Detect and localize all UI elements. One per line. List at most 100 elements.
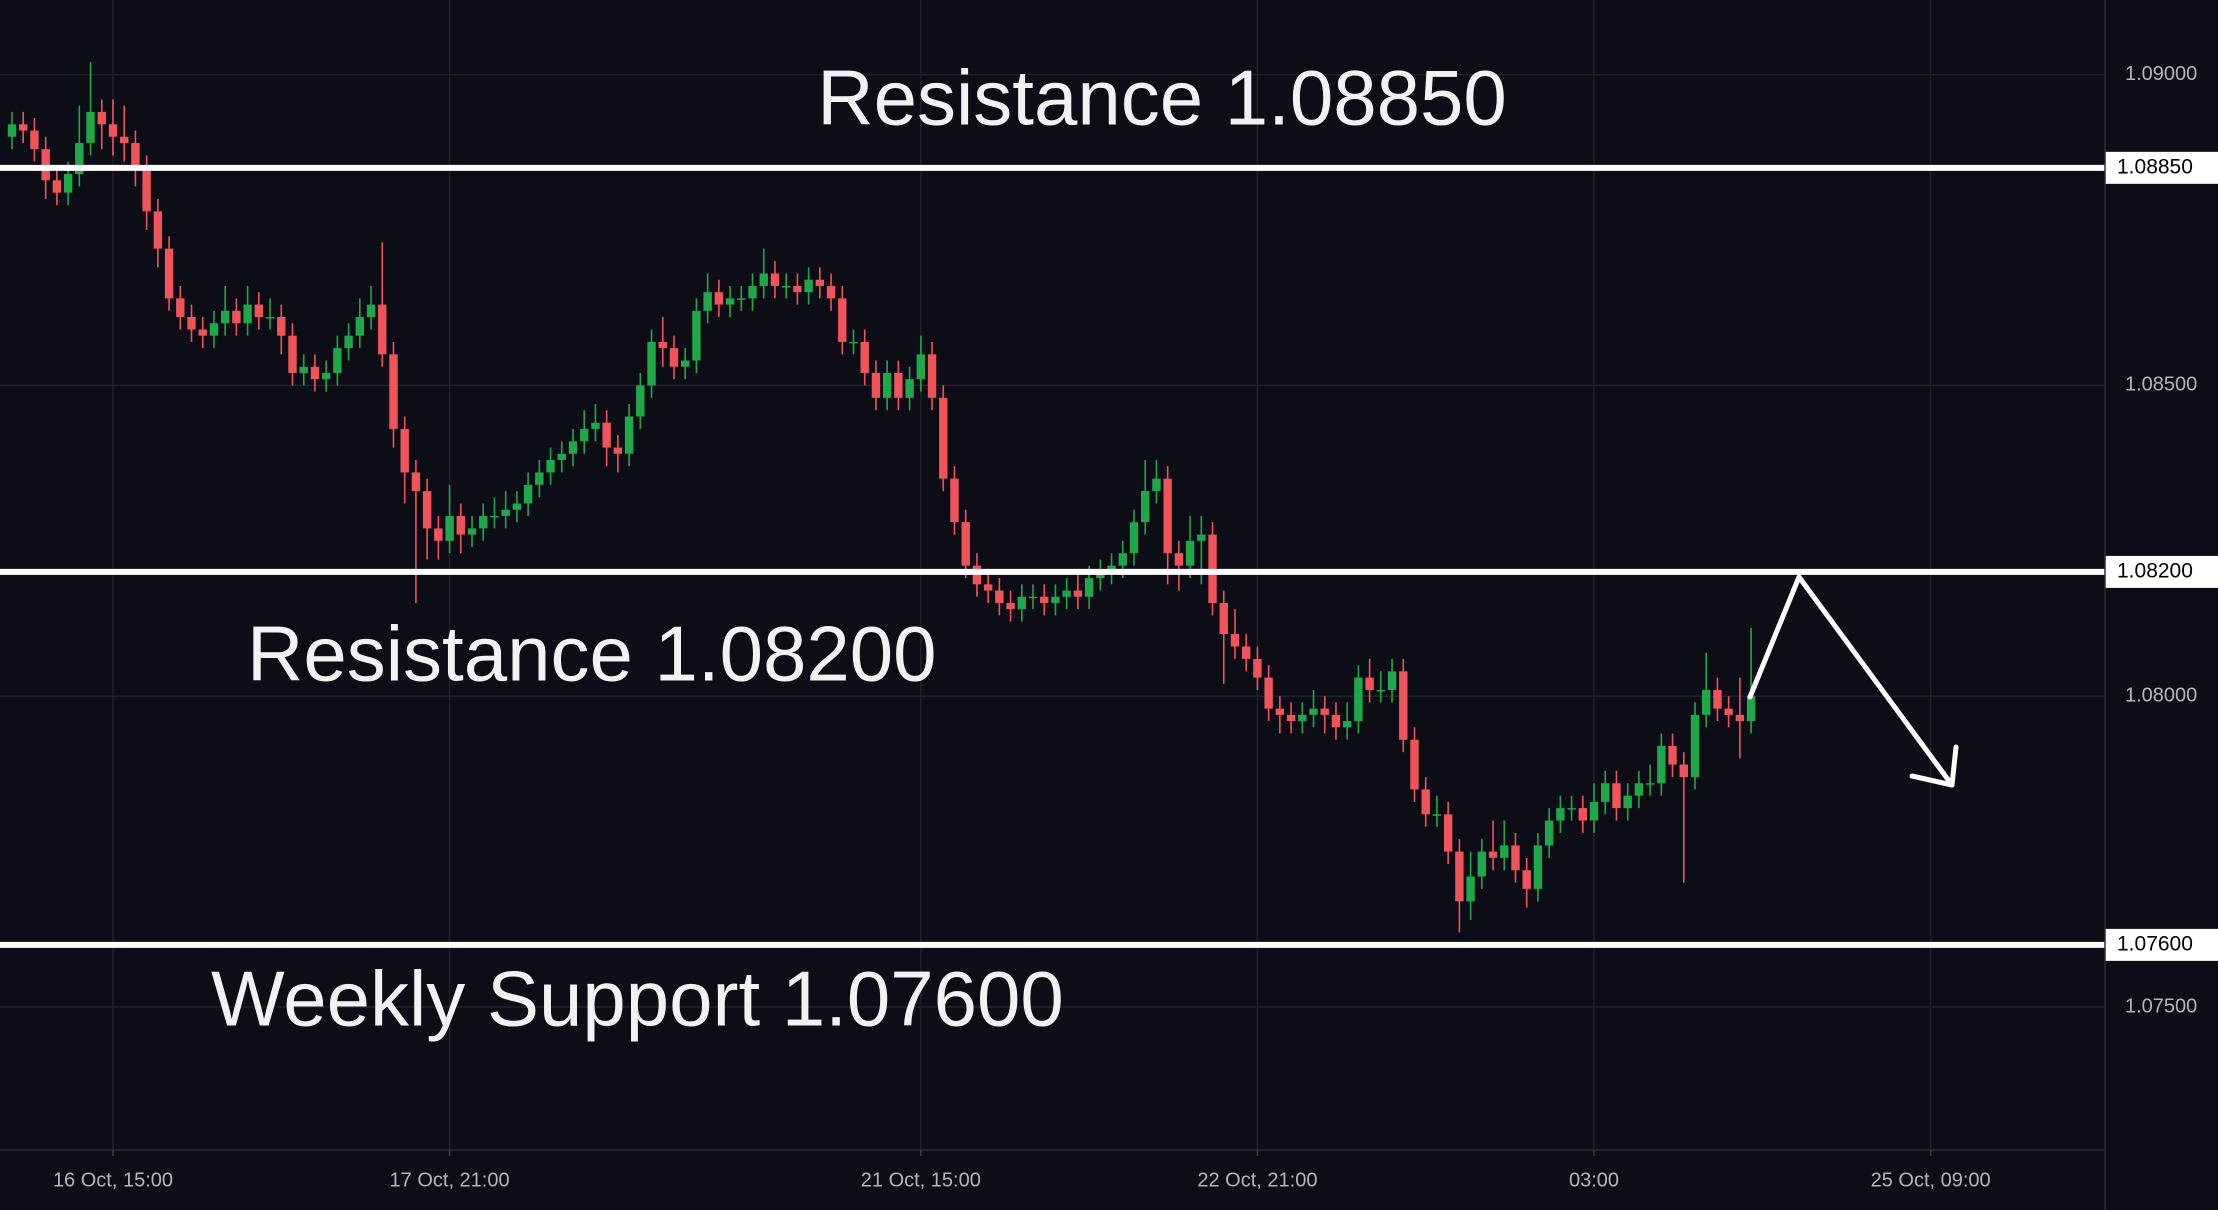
- level-price-box: [2105, 151, 2218, 184]
- candle-body: [1410, 739, 1419, 790]
- candle-body: [658, 341, 667, 349]
- candle-body: [1466, 876, 1475, 902]
- candles: [7, 62, 1756, 933]
- candle-body: [1455, 851, 1464, 902]
- candle-body: [535, 472, 544, 485]
- candle-body: [97, 111, 106, 125]
- candle-body: [737, 298, 746, 300]
- candle-body: [1623, 795, 1632, 809]
- candle-body: [1376, 690, 1386, 692]
- candle-body: [30, 130, 39, 150]
- candle-body: [624, 416, 634, 454]
- candle-body: [1500, 845, 1509, 858]
- candle-body: [927, 354, 937, 398]
- candle-body: [770, 273, 780, 286]
- candle-body: [1062, 590, 1071, 597]
- candle-body: [1702, 690, 1711, 715]
- candle-body: [1556, 808, 1565, 821]
- candle-body: [86, 111, 95, 143]
- candle-body: [1421, 789, 1430, 815]
- candle-body: [479, 515, 488, 529]
- candle-body: [681, 360, 690, 367]
- candle-body: [321, 372, 331, 380]
- candle-body: [422, 491, 432, 529]
- candle-body: [1174, 553, 1184, 566]
- candle-body: [501, 509, 510, 516]
- candle-body: [1533, 845, 1543, 889]
- candle-body: [1230, 634, 1240, 647]
- candle-body: [1084, 578, 1094, 597]
- candle-body: [1152, 478, 1161, 492]
- candle-body: [961, 522, 970, 566]
- candle-body: [277, 317, 286, 336]
- y-tick-label: 1.09000: [2125, 63, 2197, 85]
- candle-body: [1657, 745, 1666, 784]
- candle-body: [1096, 571, 1105, 579]
- candle-body: [7, 124, 17, 137]
- candle-body: [580, 428, 589, 442]
- candle-body: [523, 484, 533, 504]
- level-price-box: [2105, 555, 2218, 588]
- candle-body: [860, 341, 869, 373]
- candle-body: [1242, 646, 1251, 659]
- candle-body: [220, 310, 230, 324]
- candle-body: [1387, 671, 1397, 690]
- candle-body: [815, 279, 825, 286]
- candle-body: [265, 317, 275, 319]
- candle-body: [714, 292, 724, 305]
- candle-body: [1612, 783, 1621, 809]
- candle-body: [748, 285, 757, 299]
- candle-body: [916, 354, 926, 380]
- candle-body: [187, 317, 196, 330]
- candle-body: [1567, 808, 1576, 810]
- candle-body: [1645, 783, 1655, 785]
- candle-body: [1342, 721, 1352, 728]
- candle-body: [1544, 820, 1554, 846]
- candle-body: [1275, 708, 1285, 715]
- candle-body: [490, 515, 499, 518]
- arrow-path: [1747, 574, 1955, 788]
- candle-body: [781, 285, 791, 288]
- x-tick-label: 25 Oct, 09:00: [1871, 1169, 1991, 1191]
- candle-body: [793, 285, 802, 293]
- candle-body: [1331, 714, 1341, 728]
- candle-body: [52, 180, 62, 193]
- level-price-box: [2105, 928, 2218, 961]
- candle-body: [1219, 602, 1228, 635]
- candle-body: [1208, 534, 1217, 603]
- candle-body: [939, 397, 948, 479]
- candle-body: [826, 285, 836, 299]
- candle-body: [602, 422, 611, 448]
- candle-body: [1298, 714, 1307, 722]
- candle-body: [1724, 708, 1733, 715]
- candle-body: [512, 503, 522, 510]
- candle-body: [1522, 870, 1531, 889]
- candle-body: [983, 584, 993, 591]
- candle-body: [703, 292, 712, 311]
- candle-body: [1477, 851, 1487, 877]
- x-tick-label: 17 Oct, 21:00: [390, 1169, 510, 1191]
- candle-body: [1399, 671, 1408, 740]
- candle-body: [288, 335, 297, 373]
- y-tick-label: 1.08000: [2125, 684, 2197, 706]
- candle-body: [1735, 714, 1745, 722]
- candle-body: [591, 422, 600, 429]
- candle-body: [19, 124, 28, 131]
- candle-body: [63, 174, 73, 193]
- candle-body: [1107, 565, 1116, 572]
- candle-body: [1432, 814, 1442, 816]
- candle-body: [389, 354, 398, 429]
- candle-body: [725, 298, 735, 305]
- candle-body: [142, 167, 151, 212]
- candle-body: [41, 149, 50, 181]
- x-tick-label: 16 Oct, 15:00: [53, 1169, 173, 1191]
- candle-body: [568, 441, 578, 454]
- candle-body: [1073, 590, 1083, 597]
- candle-body: [1197, 534, 1206, 541]
- candle-body: [1040, 596, 1049, 603]
- candle-body: [1017, 596, 1026, 610]
- levels: 1.08850 Resistance 1.08850 1.08200 Resistan…: [0, 53, 2218, 1042]
- candle-body: [153, 211, 163, 249]
- candle-body: [445, 515, 454, 541]
